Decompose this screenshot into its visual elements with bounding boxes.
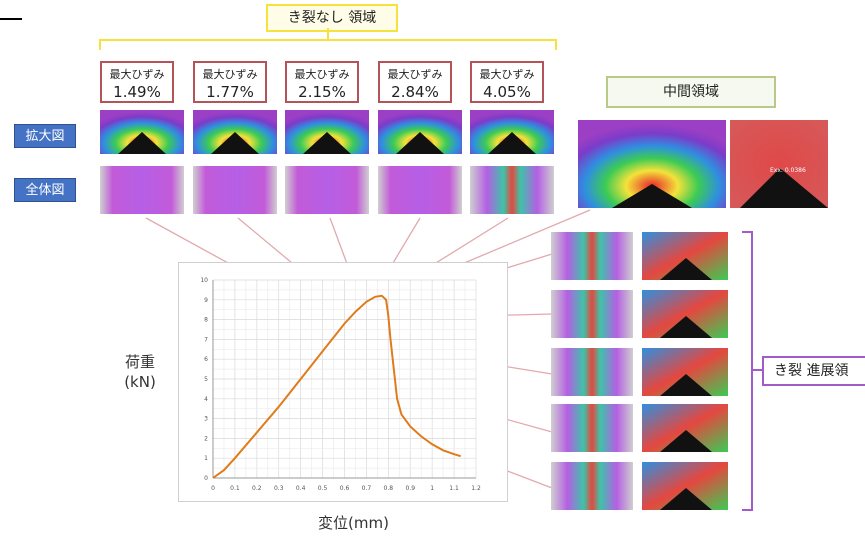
propagation-whole-image [551,462,633,510]
x-tick-label: 0.4 [296,485,306,492]
y-tick-label: 8 [204,317,208,324]
max-strain-box: 最大ひずみ 2.84% [378,61,452,103]
max-strain-value: 1.49% [113,83,161,101]
max-strain-label: 最大ひずみ [109,68,165,81]
load-curve [212,294,461,479]
whole-image [378,166,462,214]
middle-region-label: 中間領域 [606,76,776,108]
y-tick-label: 10 [200,277,208,284]
chart-ticks: 0 0.1 0.2 0.3 0.4 0.5 0.6 0.7 0.8 0.9 1 1.1 1.2 0 1 2 3 4… [200,277,481,492]
whole-image [470,166,554,214]
max-strain-value: 4.05% [483,83,531,101]
propagation-images [551,232,728,510]
y-tick-label: 9 [204,297,208,304]
notch [660,488,712,510]
y-tick-label: 1 [204,455,208,462]
x-tick-label: 0.6 [340,485,350,492]
max-strain-value: 1.77% [206,83,254,101]
max-strain-value: 2.15% [298,83,346,101]
x-tick-label: 1 [430,485,434,492]
notch [211,132,259,154]
max-strain-label: 最大ひずみ [479,68,535,81]
max-strain-value: 2.84% [391,83,439,101]
y-tick-label: 6 [204,356,208,363]
enlarged-image-row [100,110,554,154]
y-tick-label: 0 [204,475,208,482]
max-strain-box: 最大ひずみ 4.05% [470,61,544,103]
y-tick-label: 5 [204,376,208,383]
y-tick-label: 2 [204,435,208,442]
top-edge-line [0,18,22,20]
x-tick-label: 0.9 [405,485,415,492]
notch [118,132,166,154]
propagation-whole-image [551,404,633,452]
y-axis-label: 荷重 (kN) [118,352,162,392]
y-axis-label-line1: 荷重 [124,353,155,371]
x-tick-label: 0.2 [252,485,262,492]
max-strain-label: 最大ひずみ [294,68,350,81]
chart-grid [212,279,477,479]
y-tick-label: 7 [204,336,208,343]
load-displacement-chart: 0 0.1 0.2 0.3 0.4 0.5 0.6 0.7 0.8 0.9 1 1.1 1.2 0 1 2 3 4… [178,262,508,502]
x-tick-label: 1.1 [449,485,459,492]
whole-view-label: 全体図 [14,178,76,202]
whole-image [193,166,277,214]
middle-region-images: Exx: 0.0386 [578,120,828,208]
x-tick-label: 0.5 [318,485,328,492]
propagation-whole-image [551,290,633,338]
whole-image [285,166,369,214]
y-tick-label: 4 [204,396,208,403]
notch [660,430,712,452]
notch [396,132,444,154]
y-tick-label: 3 [204,416,208,423]
notch [488,132,536,154]
propagation-whole-image [551,232,633,280]
notch [660,258,712,280]
notch [303,132,351,154]
max-strain-box: 最大ひずみ 2.15% [285,61,359,103]
max-strain-label: 最大ひずみ [202,68,258,81]
chart-frame [178,262,508,502]
y-axis-label-line2: (kN) [124,373,156,391]
notch [660,316,712,338]
x-tick-label: 1.2 [471,485,481,492]
enlarged-view-label: 拡大図 [14,124,76,148]
x-tick-label: 0.3 [274,485,284,492]
x-tick-label: 0.1 [230,485,240,492]
x-axis-label: 変位(mm) [318,514,389,532]
propagation-whole-image [551,348,633,396]
notch [612,184,692,208]
whole-image-row [100,166,554,214]
max-strain-label: 最大ひずみ [387,68,443,81]
no-crack-region-label: き裂なし 領域 [266,4,398,32]
crack-propagation-label: き裂 進展領 [762,356,865,386]
x-tick-label: 0.7 [362,485,372,492]
notch [740,168,828,208]
notch [660,374,712,396]
x-tick-label: 0.8 [384,485,394,492]
x-tick-label: 0 [211,485,215,492]
whole-image [100,166,184,214]
max-strain-box: 最大ひずみ 1.77% [193,61,267,103]
max-strain-box: 最大ひずみ 1.49% [100,61,174,103]
inset-text: Exx: 0.0386 [770,167,806,174]
